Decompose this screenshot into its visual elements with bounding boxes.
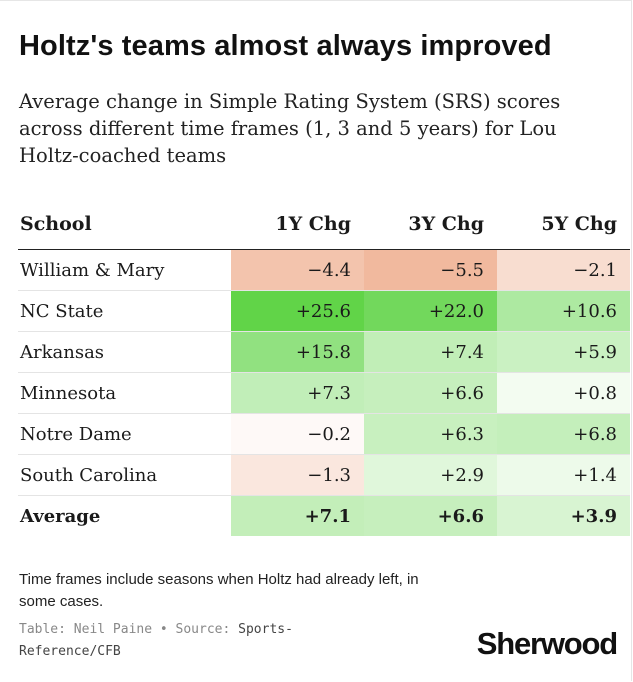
school-name: William & Mary — [18, 249, 231, 291]
column-header-3y: 3Y Chg — [364, 207, 497, 250]
cell-3y-chg: +6.3 — [364, 413, 497, 455]
cell-1y-chg: −1.3 — [231, 454, 364, 496]
cell-3y-chg: +6.6 — [364, 495, 497, 536]
column-header-1y: 1Y Chg — [231, 207, 364, 250]
cell-5y-chg: −2.1 — [497, 249, 630, 291]
cell-3y-chg: +2.9 — [364, 454, 497, 496]
school-name: Minnesota — [18, 372, 231, 414]
table-row: Notre Dame −0.2 +6.3 +6.8 — [18, 413, 630, 455]
srs-table: School 1Y Chg 3Y Chg 5Y Chg William & Ma… — [18, 207, 630, 536]
column-header-5y: 5Y Chg — [497, 207, 630, 250]
table-row: Minnesota +7.3 +6.6 +0.8 — [18, 372, 630, 414]
cell-3y-chg: +22.0 — [364, 290, 497, 332]
cell-1y-chg: +25.6 — [231, 290, 364, 332]
cell-5y-chg: +10.6 — [497, 290, 630, 332]
table-row: NC State +25.6 +22.0 +10.6 — [18, 290, 630, 332]
school-name: NC State — [18, 290, 231, 332]
table-row: Arkansas +15.8 +7.4 +5.9 — [18, 331, 630, 373]
sherwood-logo: Sherwood — [476, 626, 618, 661]
chart-subtitle: Average change in Simple Rating System (… — [19, 90, 561, 167]
cell-1y-chg: −0.2 — [231, 413, 364, 455]
school-name: Notre Dame — [18, 413, 231, 455]
average-row: Average +7.1 +6.6 +3.9 — [18, 495, 630, 536]
header-row: School 1Y Chg 3Y Chg 5Y Chg — [18, 207, 630, 250]
source-line: Table: Neil Paine • Source: Sports-Refer… — [19, 619, 369, 663]
cell-1y-chg: +7.3 — [231, 372, 364, 414]
source-text: Sports-Reference/CFB — [19, 622, 293, 659]
cell-5y-chg: +1.4 — [497, 454, 630, 496]
cell-3y-chg: +7.4 — [364, 331, 497, 373]
average-label: Average — [18, 495, 231, 536]
source-prefix: Table: Neil Paine • Source: — [19, 622, 239, 637]
footnote: Time frames include seasons when Holtz h… — [19, 571, 419, 610]
school-name: South Carolina — [18, 454, 231, 496]
table-body: William & Mary −4.4 −5.5 −2.1 NC State +25.6 +… — [18, 249, 630, 536]
school-name: Arkansas — [18, 331, 231, 373]
cell-5y-chg: +5.9 — [497, 331, 630, 373]
cell-5y-chg: +6.8 — [497, 413, 630, 455]
cell-3y-chg: −5.5 — [364, 249, 497, 291]
table-row: South Carolina −1.3 +2.9 +1.4 — [18, 454, 630, 496]
cell-1y-chg: +15.8 — [231, 331, 364, 373]
cell-5y-chg: +3.9 — [497, 495, 630, 536]
cell-1y-chg: −4.4 — [231, 249, 364, 291]
cell-3y-chg: +6.6 — [364, 372, 497, 414]
chart-title: Holtz's teams almost always improved — [19, 30, 552, 62]
cell-1y-chg: +7.1 — [231, 495, 364, 536]
cell-5y-chg: +0.8 — [497, 372, 630, 414]
column-header-school: School — [18, 207, 231, 250]
table-row: William & Mary −4.4 −5.5 −2.1 — [18, 249, 630, 291]
